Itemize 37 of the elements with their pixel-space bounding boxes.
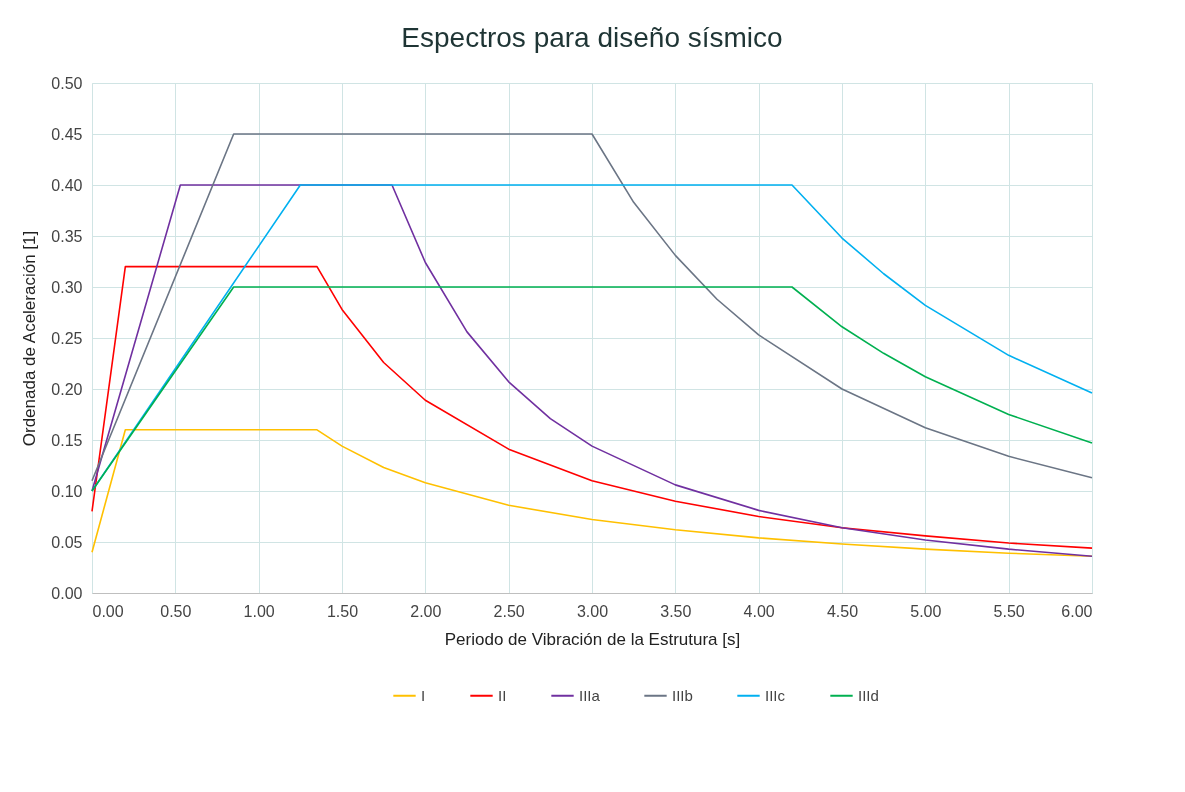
y-axis-title: Ordenada de Aceleración [1] (20, 230, 40, 447)
y-tick-label: 0.40 (51, 176, 83, 194)
line-series (91, 265, 1093, 549)
x-tick-label: 1.50 (326, 602, 359, 620)
x-tick-label: 5.00 (910, 602, 942, 620)
y-tick-label: 0.25 (51, 329, 83, 347)
line-series (91, 184, 1093, 558)
legend-label: IIIa (579, 686, 601, 704)
y-tick-label: 0.15 (51, 431, 83, 449)
x-tick-label: 6.00 (1061, 602, 1093, 620)
x-tick-label: 5.50 (993, 602, 1025, 620)
y-tick-label: 0.05 (51, 533, 83, 551)
legend-label: IIIc (765, 686, 786, 704)
legend-label: I (421, 686, 426, 704)
y-tick-label: 0.30 (51, 278, 83, 296)
y-tick-label: 0.45 (51, 125, 83, 143)
x-axis-title: Periodo de Vibración de la Estrutura [s] (444, 629, 741, 649)
line-series (91, 286, 1093, 492)
x-tick-label: 2.50 (493, 602, 525, 620)
x-tick-label: 1.00 (243, 602, 275, 620)
legend-label: II (498, 686, 507, 704)
y-tick-label: 0.10 (51, 482, 83, 500)
x-tick-label: 4.00 (743, 602, 775, 620)
x-tick-label: 2.00 (410, 602, 442, 620)
chart-title: Espectros para diseño sísmico (401, 22, 783, 53)
x-tick-label: 3.50 (660, 602, 692, 620)
y-tick-label: 0.20 (51, 380, 83, 398)
x-tick-label: 3.00 (576, 602, 609, 620)
y-tick-label: 0.50 (51, 74, 83, 92)
legend-label: IIIb (672, 686, 693, 704)
y-tick-label: 0.35 (51, 227, 83, 245)
y-tick-label: 0.00 (51, 584, 83, 602)
line-series (91, 133, 1093, 482)
x-tick-label: 0.50 (160, 602, 192, 620)
x-tick-label: 0.00 (92, 602, 124, 620)
x-tick-label: 4.50 (826, 602, 859, 620)
legend-label: IIId (858, 686, 879, 704)
